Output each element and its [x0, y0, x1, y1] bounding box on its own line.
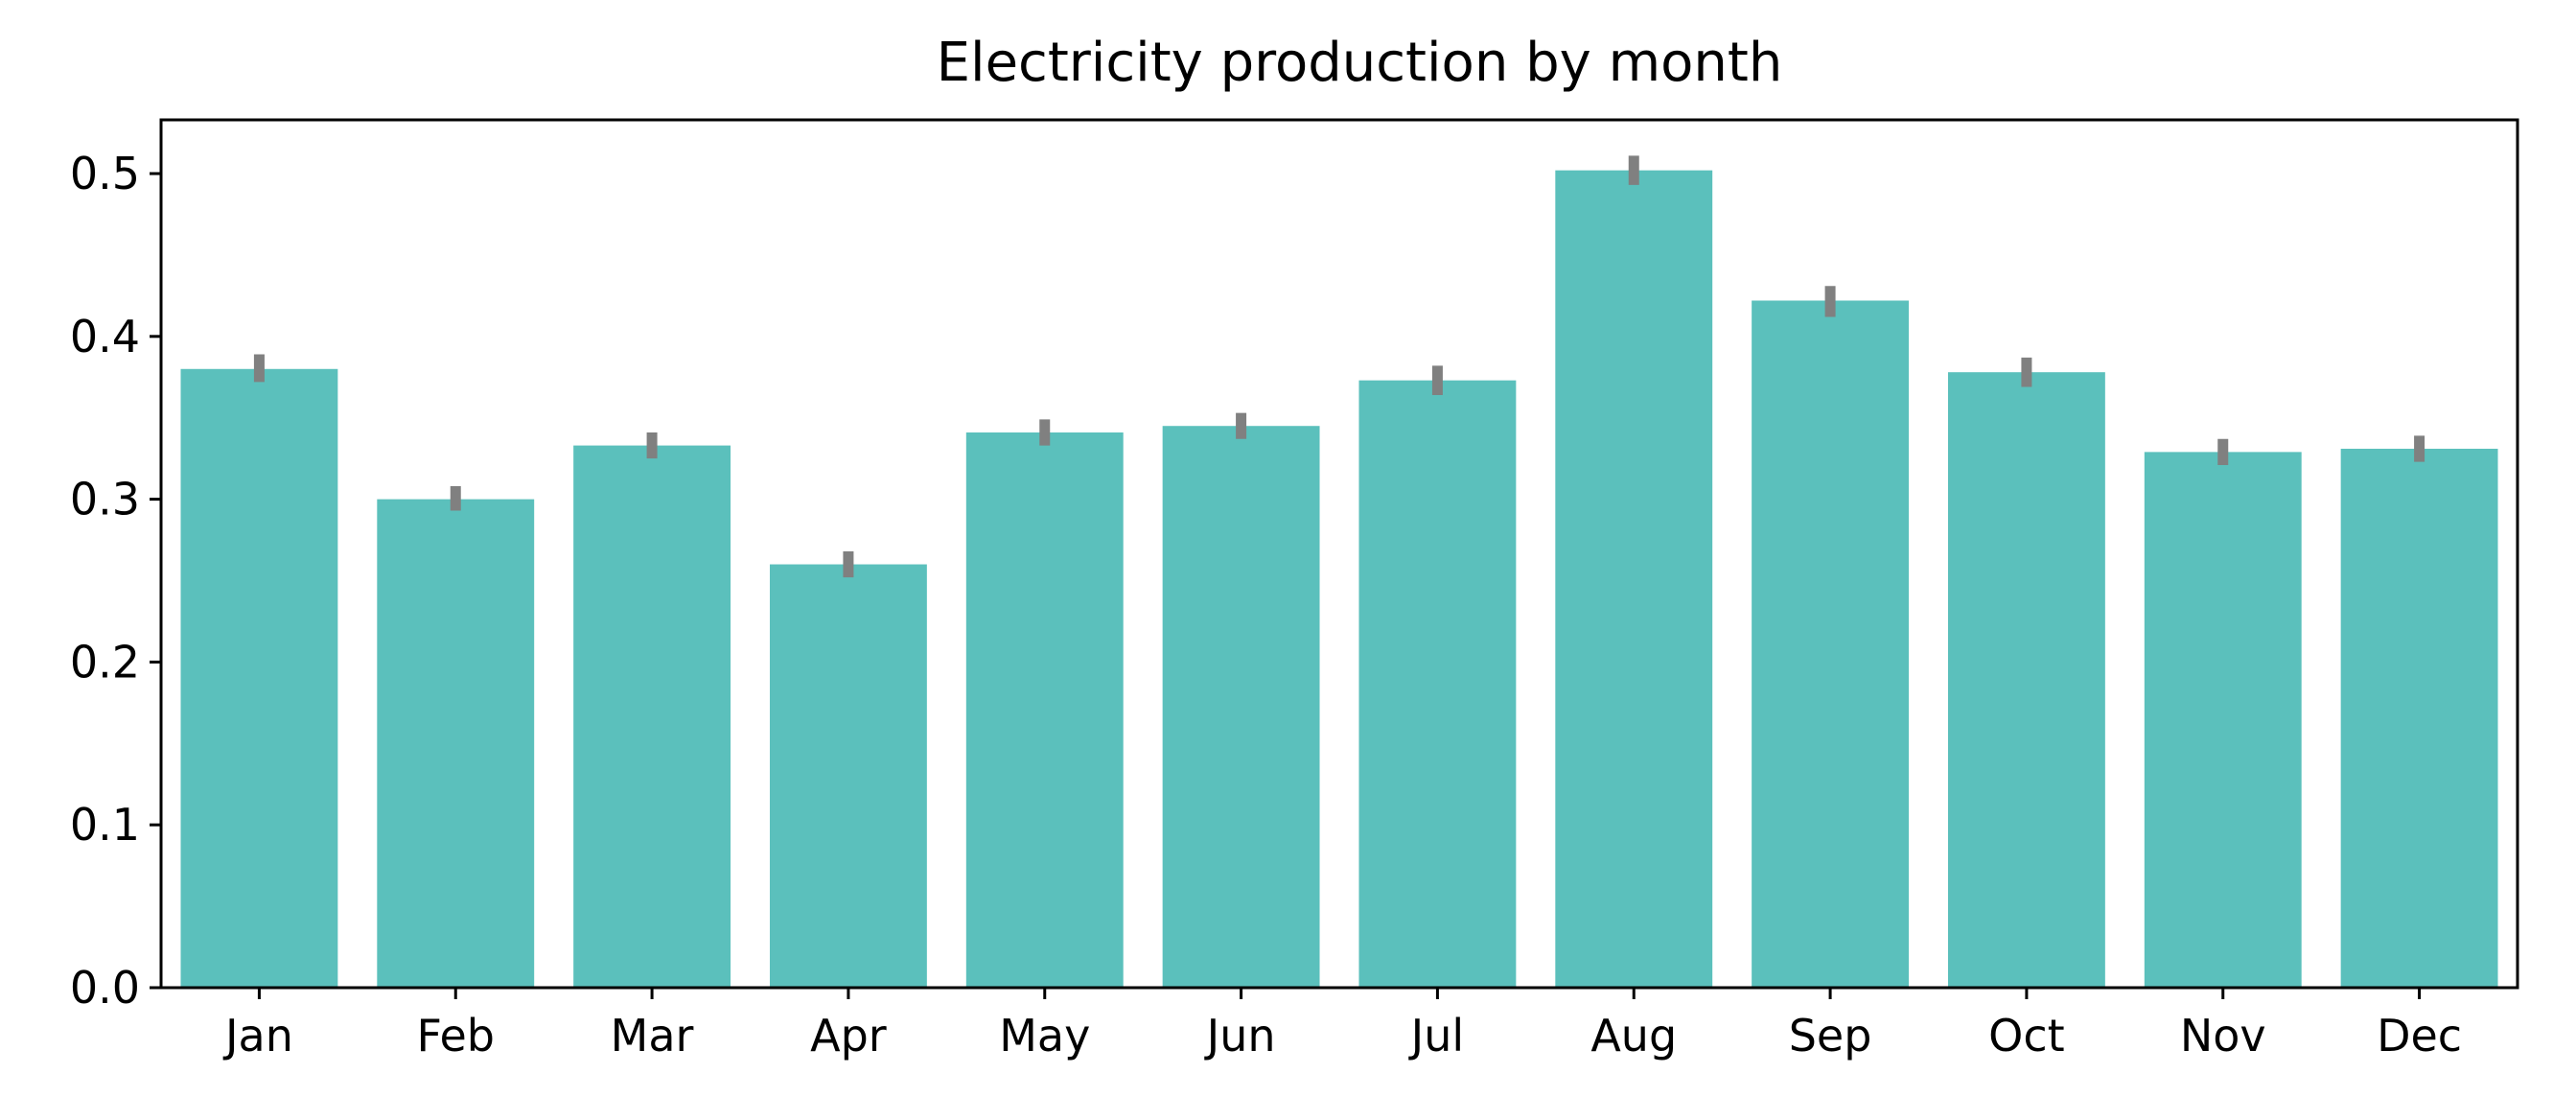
bar-nov: [2144, 452, 2302, 988]
bar-mar: [573, 445, 731, 988]
y-tick-label: 0.1: [70, 799, 140, 851]
x-tick-label-sep: Sep: [1789, 1010, 1872, 1062]
bar-may: [965, 432, 1124, 988]
chart-title: Electricity production by month: [937, 32, 1783, 94]
bar-aug: [1555, 170, 1713, 989]
x-tick-label-oct: Oct: [1988, 1010, 2065, 1062]
bar-jun: [1162, 426, 1320, 988]
bar-apr: [769, 564, 927, 988]
x-tick-label-feb: Feb: [417, 1010, 495, 1062]
y-tick-label: 0.4: [70, 311, 140, 362]
x-tick-label-dec: Dec: [2377, 1010, 2462, 1062]
bar-sep: [1752, 300, 1910, 988]
bar-jan: [180, 368, 338, 988]
plot-area-frame: [159, 118, 2519, 990]
x-tick-label-aug: Aug: [1590, 1010, 1677, 1062]
x-tick-label-nov: Nov: [2180, 1010, 2266, 1062]
bar-dec: [2340, 448, 2498, 988]
bar-oct: [1947, 372, 2105, 988]
x-tick-label-jan: Jan: [222, 1010, 293, 1062]
error-bars-layer: [253, 155, 2425, 578]
bar-feb: [377, 499, 535, 988]
x-tick-label-jun: Jun: [1204, 1010, 1276, 1062]
x-tick-label-mar: Mar: [611, 1010, 694, 1062]
y-tick-label: 0.0: [70, 962, 140, 1014]
y-tick-label: 0.2: [70, 636, 140, 688]
y-tick-label: 0.3: [70, 474, 140, 525]
x-tick-label-jul: Jul: [1408, 1010, 1465, 1062]
y-axis: 0.0 0.1 0.2 0.3 0.4 0.5: [70, 148, 161, 1014]
x-tick-label-may: May: [999, 1010, 1090, 1062]
x-axis: Jan Feb Mar Apr May Jun Jul Aug Sep Oct Nov Dec: [222, 988, 2462, 1062]
bars-layer: [180, 170, 2498, 989]
x-tick-label-apr: Apr: [810, 1010, 887, 1062]
y-tick-label: 0.5: [70, 148, 140, 199]
bar-jul: [1358, 380, 1517, 988]
